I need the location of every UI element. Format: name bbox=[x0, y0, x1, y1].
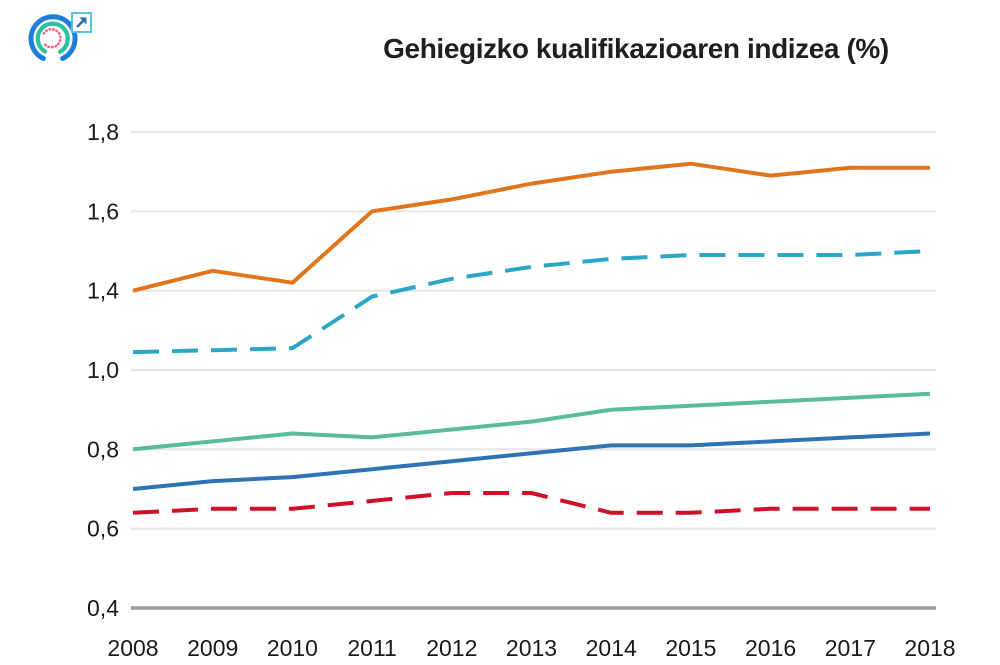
green-solid-line bbox=[132, 391, 931, 452]
orange-solid-line bbox=[132, 161, 930, 293]
y-tick-label: 0,4 bbox=[87, 595, 119, 621]
x-tick-label: 2011 bbox=[347, 635, 396, 661]
y-tick-label: 1,4 bbox=[87, 278, 119, 304]
x-tick-label: 2013 bbox=[506, 635, 557, 661]
x-tick-label: 2015 bbox=[665, 635, 716, 661]
blue-solid-line bbox=[132, 431, 931, 491]
logo-inner-dotted-arc bbox=[42, 27, 62, 49]
x-tick-label: 2018 bbox=[904, 635, 955, 661]
logo-outer-arc bbox=[28, 14, 78, 61]
y-tick-label: 1,0 bbox=[87, 357, 119, 383]
x-tick-label: 2008 bbox=[107, 635, 158, 661]
chart-title: Gehiegizko kualifikazioaren indizea (%) bbox=[383, 33, 889, 64]
x-tick-label: 2014 bbox=[586, 635, 637, 661]
logo-middle-arc bbox=[35, 21, 70, 54]
org-logo-icon bbox=[28, 14, 78, 61]
x-tick-label: 2012 bbox=[426, 635, 477, 661]
external-link-glyph bbox=[71, 12, 92, 33]
red-dashed-line bbox=[132, 491, 930, 515]
y-tick-label: 0,6 bbox=[87, 516, 119, 542]
y-tick-label: 1,8 bbox=[87, 119, 119, 145]
teal-dashed-line bbox=[132, 249, 931, 355]
x-tick-label: 2010 bbox=[267, 635, 318, 661]
y-tick-label: 0,8 bbox=[87, 436, 119, 462]
x-tick-label: 2016 bbox=[745, 635, 796, 661]
x-tick-label: 2017 bbox=[825, 635, 876, 661]
external-link-icon[interactable] bbox=[71, 12, 92, 33]
org-logo bbox=[24, 8, 84, 68]
y-tick-label: 1,6 bbox=[87, 198, 119, 224]
x-tick-label: 2009 bbox=[187, 635, 238, 661]
